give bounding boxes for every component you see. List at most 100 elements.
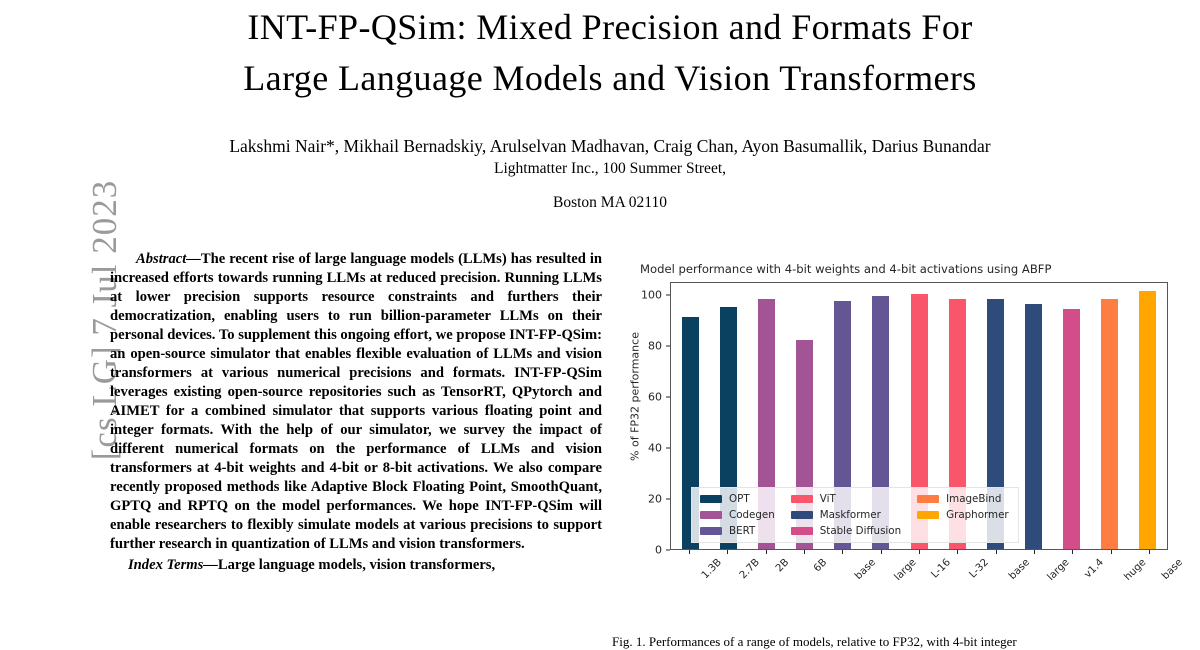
x-tick-mark <box>1110 550 1112 554</box>
x-tick-mark <box>1148 550 1150 554</box>
bar <box>757 298 775 549</box>
legend-swatch-icon <box>917 511 940 519</box>
abstract-column: Abstract—The recent rise of large langua… <box>110 250 602 575</box>
legend-swatch-icon <box>790 511 813 519</box>
legend-item[interactable]: OPT <box>700 493 775 505</box>
bar-slot <box>900 283 938 549</box>
bar-slot <box>862 283 900 549</box>
x-tick-label: base <box>1159 557 1185 582</box>
x-tick-mark <box>804 550 806 554</box>
y-tick-label: 20 <box>648 492 662 506</box>
legend-item[interactable]: ImageBind <box>917 493 1009 505</box>
page-title: INT-FP-QSim: Mixed Precision and Formats… <box>110 0 1110 104</box>
figure-caption-label: Fig. 1. <box>612 634 646 649</box>
affiliation-line-2: Boston MA 02110 <box>553 193 667 211</box>
chart-title: Model performance with 4-bit weights and… <box>640 262 1052 276</box>
legend-column: ImageBind Graphormer <box>917 493 1009 537</box>
legend-swatch-icon <box>917 495 940 503</box>
y-tick-mark <box>666 345 670 347</box>
x-tick-mark <box>1033 550 1035 554</box>
x-tick-mark <box>727 550 729 554</box>
bar-slot <box>747 283 785 549</box>
bar <box>1101 298 1119 549</box>
legend-label: ViT <box>819 493 836 505</box>
legend-label: BERT <box>729 525 756 537</box>
index-terms-body: Large language models, vision transforme… <box>217 556 496 573</box>
bar <box>910 293 928 549</box>
x-tick-label: L-32 <box>967 557 992 581</box>
abstract-body: The recent rise of large language models… <box>110 251 602 553</box>
y-tick-mark <box>666 294 670 296</box>
legend-column: ViT Maskformer Stable Diffusion <box>790 493 902 537</box>
x-tick-mark <box>957 550 959 554</box>
y-tick-label: 80 <box>648 339 662 353</box>
index-terms-label: Index Terms— <box>128 556 218 573</box>
legend-item[interactable]: ViT <box>790 493 901 505</box>
chart-plot-area: % of FP32 performance 0 20 40 60 80 100 OPT Co… <box>612 282 1185 584</box>
legend-label: Maskformer <box>819 509 881 521</box>
bar-slot <box>1014 283 1052 549</box>
title-line-2: Large Language Models and Vision Transfo… <box>243 58 977 99</box>
x-tick-mark <box>1072 550 1074 554</box>
y-tick-mark <box>666 549 670 551</box>
x-tick-label: base <box>853 557 879 582</box>
x-tick-label: large <box>892 557 919 584</box>
x-tick-label: 1.3B <box>699 557 725 582</box>
figure-1: Model performance with 4-bit weights and… <box>612 262 1190 648</box>
y-tick-label: 40 <box>648 441 662 455</box>
bar <box>1063 309 1081 549</box>
bar <box>1139 291 1157 549</box>
y-tick-label: 100 <box>641 288 662 302</box>
legend-swatch-icon <box>700 527 722 535</box>
legend-item[interactable]: Graphormer <box>917 509 1009 521</box>
title-line-1: INT-FP-QSim: Mixed Precision and Formats… <box>247 7 973 47</box>
legend-item[interactable]: Maskformer <box>790 509 901 521</box>
bar <box>948 298 966 549</box>
author-list: Lakshmi Nair*, Mikhail Bernadskiy, Aruls… <box>229 136 991 157</box>
legend-swatch-icon <box>790 527 813 535</box>
chart-legend: OPT Codegen BERT ViT Maskformer Stable Diffus… <box>691 487 1019 543</box>
legend-swatch-icon <box>790 495 813 503</box>
index-terms-paragraph: Index Terms—Large language models, visio… <box>110 556 602 575</box>
chart-axes: OPT Codegen BERT ViT Maskformer Stable Diffus… <box>670 282 1168 550</box>
y-tick-mark <box>666 498 670 500</box>
legend-label: Stable Diffusion <box>819 525 902 537</box>
affiliation-line-1: Lightmatter Inc., 100 Summer Street, <box>493 160 726 178</box>
y-tick-label: 60 <box>648 390 662 404</box>
x-tick-mark <box>880 550 882 554</box>
legend-item[interactable]: BERT <box>700 525 775 537</box>
legend-item[interactable]: Stable Diffusion <box>790 525 902 537</box>
legend-swatch-icon <box>700 495 722 503</box>
abstract-paragraph: Abstract—The recent rise of large langua… <box>110 250 602 555</box>
bar-slot <box>1091 283 1129 549</box>
y-tick-mark <box>666 447 670 449</box>
x-tick-mark <box>919 550 920 554</box>
bar <box>872 296 890 549</box>
y-axis-ticks: 0 20 40 60 80 100 <box>612 282 670 557</box>
legend-item[interactable]: Codegen <box>700 509 775 521</box>
x-tick-label: 2.7B <box>738 557 763 582</box>
bar-slot <box>938 283 976 549</box>
figure-caption-text: Performances of a range of models, relat… <box>648 634 1017 649</box>
x-tick-mark <box>995 550 997 554</box>
bar <box>1024 303 1042 549</box>
x-tick-label: large <box>1045 557 1072 584</box>
y-tick-mark <box>666 396 670 398</box>
legend-swatch-icon <box>700 511 722 519</box>
x-tick-mark <box>842 550 844 554</box>
bar-slot <box>1129 283 1167 549</box>
figure-caption: Fig. 1. Performances of a range of model… <box>612 634 1190 650</box>
y-tick-label: 0 <box>655 543 662 557</box>
bar <box>986 298 1004 549</box>
x-tick-label: huge <box>1122 557 1148 583</box>
x-tick-mark <box>765 550 767 554</box>
legend-label: ImageBind <box>946 493 1002 505</box>
paper-header: INT-FP-QSim: Mixed Precision and Formats… <box>110 0 1110 214</box>
x-tick-label: base <box>1006 557 1032 582</box>
legend-column: OPT Codegen BERT <box>700 493 775 537</box>
legend-label: OPT <box>729 493 750 505</box>
author-block: Lakshmi Nair*, Mikhail Bernadskiy, Aruls… <box>110 135 1110 214</box>
legend-label: Codegen <box>729 509 775 521</box>
x-tick-label: L-16 <box>929 557 953 581</box>
bar-slot <box>1053 283 1091 549</box>
